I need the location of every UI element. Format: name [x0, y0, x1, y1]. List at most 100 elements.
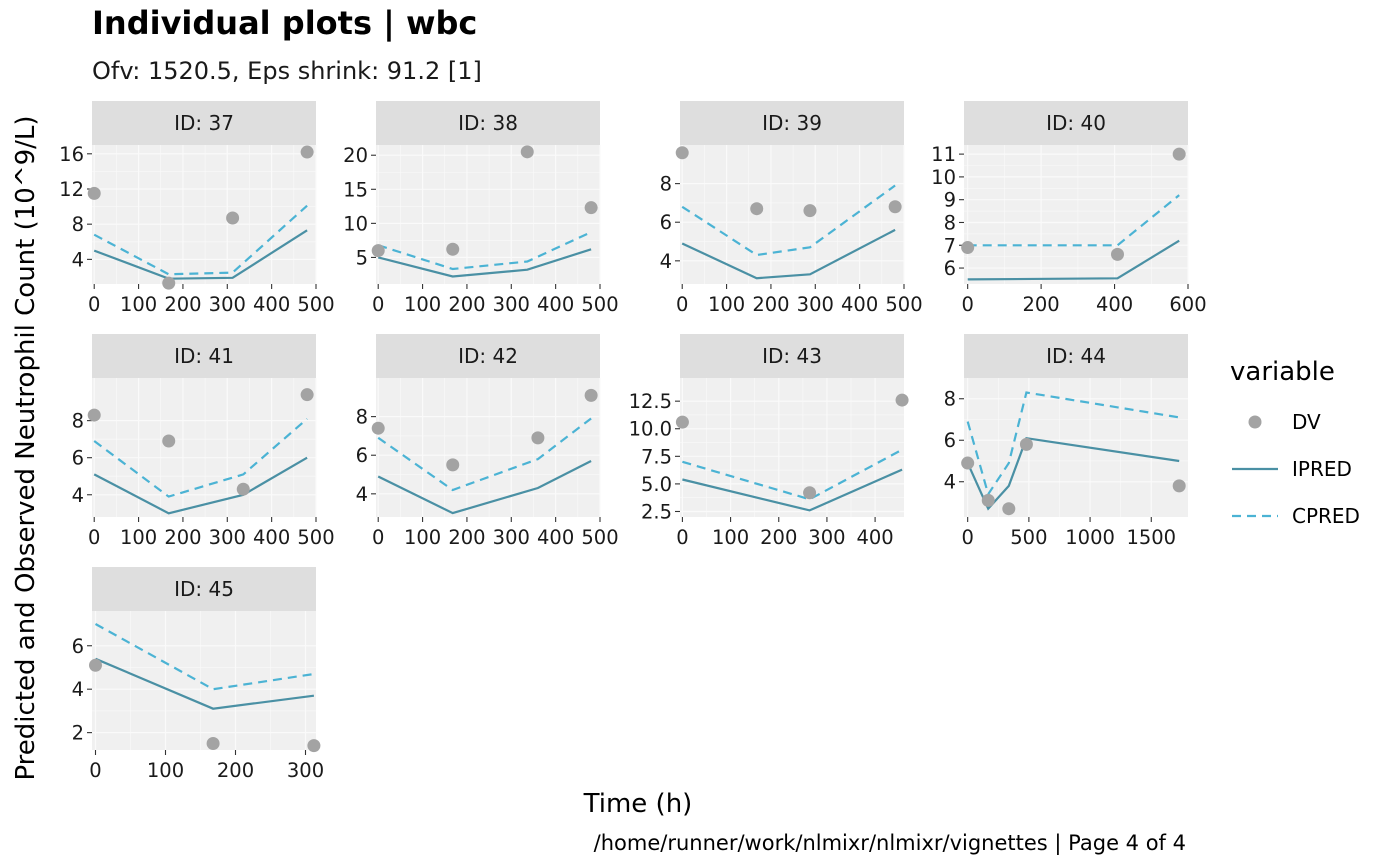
x-tick-label: 1000 — [1065, 526, 1115, 549]
x-tick-label: 500 — [297, 293, 334, 316]
x-tick-label: 400 — [856, 526, 893, 549]
y-tick-label: 4 — [944, 471, 956, 494]
legend-item: IPRED — [1232, 457, 1352, 481]
cpred-line — [93, 417, 308, 498]
x-tick-label: 100 — [120, 293, 157, 316]
dv-point — [675, 146, 689, 160]
facet-strip — [680, 101, 904, 145]
y-tick-label: 12 — [59, 178, 84, 201]
gridlines — [92, 378, 317, 517]
dv-point — [961, 456, 975, 470]
ipred-line — [967, 239, 1180, 281]
y-tick-label: 5 — [356, 246, 368, 269]
panel-background — [92, 145, 316, 284]
facet-strip-label: ID: 39 — [762, 111, 822, 135]
y-tick-label: 4 — [356, 483, 368, 506]
panel-background — [376, 145, 600, 284]
x-tick-label: 200 — [760, 526, 797, 549]
gridlines — [964, 378, 1188, 517]
x-tick-label: 500 — [581, 293, 618, 316]
dv-point — [981, 493, 995, 507]
x-tick-label: 400 — [537, 526, 574, 549]
panel-background — [92, 611, 316, 750]
dv-point — [584, 201, 598, 215]
y-tick-label: 8 — [944, 388, 956, 411]
gridlines — [92, 611, 316, 750]
x-tick-label: 300 — [797, 293, 834, 316]
x-tick-label: 500 — [297, 526, 334, 549]
x-tick-label: 0 — [88, 293, 100, 316]
y-tick-label: 6 — [72, 635, 84, 658]
x-tick-label: 0 — [676, 293, 688, 316]
cpred-line — [681, 184, 896, 257]
x-tick-label: 0 — [676, 526, 688, 549]
ipred-line — [377, 460, 592, 515]
plot-title: Individual plots | wbc — [92, 4, 477, 43]
cpred-line — [967, 194, 1180, 247]
facet-panel: ID: 44 4 6 8 0 500 1000 1500 — [944, 334, 1188, 549]
x-tick-label: 500 — [1010, 526, 1047, 549]
panel-background — [964, 145, 1188, 284]
x-tick-label: 300 — [493, 526, 530, 549]
y-tick-label: 4 — [660, 250, 672, 273]
dv-point — [300, 388, 314, 402]
dv-point — [206, 736, 220, 750]
panel-background — [376, 378, 600, 517]
dv-point — [803, 486, 817, 500]
y-tick-label: 11 — [931, 143, 956, 166]
facet-strip-label: ID: 37 — [174, 111, 234, 135]
ipred-line — [93, 456, 308, 515]
facet-strip — [92, 567, 316, 611]
y-tick-label: 8 — [72, 410, 84, 433]
ipred-line — [377, 248, 592, 278]
x-tick-label: 100 — [712, 526, 749, 549]
x-tick-label: 100 — [404, 293, 441, 316]
facet-panel: ID: 43 2.5 5.0 7.5 10.0 12.5 0 100 200 300 400 — [629, 334, 909, 549]
panel-background — [680, 378, 904, 517]
facet-strip-label: ID: 44 — [1046, 344, 1106, 368]
ipred-line — [93, 229, 308, 280]
facet-panel: ID: 42 4 6 8 0 100 200 300 400 500 — [356, 334, 619, 549]
x-tick-label: 200 — [1022, 293, 1059, 316]
x-tick-label: 200 — [752, 293, 789, 316]
facet-strip — [964, 101, 1188, 145]
y-tick-label: 5.0 — [641, 473, 672, 496]
dv-point — [1172, 479, 1186, 493]
y-tick-label: 2 — [72, 722, 84, 745]
facet-strip — [680, 334, 904, 378]
x-tick-label: 100 — [404, 526, 441, 549]
legend-item: DV — [1248, 410, 1321, 434]
dv-point — [446, 242, 460, 256]
legend-items: DV IPRED CPRED — [1232, 410, 1360, 528]
facet-strip — [964, 334, 1188, 378]
y-tick-label: 12.5 — [629, 390, 672, 413]
facet-strip-label: ID: 45 — [174, 577, 234, 601]
legend-item: CPRED — [1232, 504, 1360, 528]
y-tick-label: 4 — [72, 678, 84, 701]
dv-point — [1002, 502, 1016, 516]
y-tick-label: 8 — [944, 211, 956, 234]
y-tick-label: 10.0 — [629, 418, 672, 441]
y-tick-label: 9 — [944, 189, 956, 212]
dv-point — [520, 145, 534, 159]
facet-strip — [376, 334, 600, 378]
x-tick-label: 0 — [88, 526, 100, 549]
x-tick-label: 200 — [448, 526, 485, 549]
x-tick-label: 500 — [885, 293, 922, 316]
facet-strip-label: ID: 40 — [1046, 111, 1106, 135]
x-tick-label: 300 — [493, 293, 530, 316]
facet-strip — [92, 101, 316, 145]
y-tick-label: 10 — [343, 212, 368, 235]
x-tick-label: 100 — [120, 526, 157, 549]
x-tick-label: 0 — [961, 526, 973, 549]
x-tick-label: 200 — [448, 293, 485, 316]
facet-strip-label: ID: 42 — [458, 344, 518, 368]
dv-point — [300, 145, 314, 159]
y-tick-label: 6 — [356, 444, 368, 467]
y-tick-label: 15 — [343, 178, 368, 201]
x-tick-label: 200 — [217, 759, 254, 782]
x-tick-label: 200 — [164, 293, 201, 316]
